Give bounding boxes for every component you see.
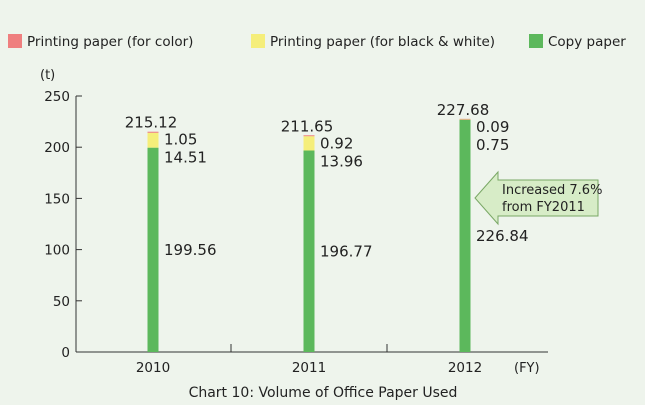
total-label: 227.68	[437, 101, 490, 119]
y-tick-label: 250	[44, 89, 70, 105]
total-label: 211.65	[281, 117, 334, 135]
bar-segment-bw	[147, 132, 159, 148]
bar-segment-copy	[459, 119, 471, 352]
bar-segment-color	[459, 118, 471, 120]
bar-segment-color	[303, 135, 315, 137]
x-unit-label: (FY)	[514, 361, 540, 376]
x-tick-label: 2011	[292, 360, 326, 376]
legend-swatch-color-paper	[8, 34, 22, 48]
callout-line-1: Increased 7.6%	[502, 183, 602, 198]
bars	[147, 118, 471, 352]
chart-title: Chart 10: Volume of Office Paper Used	[189, 385, 458, 401]
x-ticks: 2010 2011 2012	[136, 344, 482, 376]
callout-line-2: from FY2011	[502, 200, 585, 215]
value-label-bw: 13.96	[320, 152, 363, 170]
value-label-copy: 196.77	[320, 242, 373, 260]
x-tick-label: 2012	[448, 360, 482, 376]
legend-label-copy-paper: Copy paper	[548, 34, 626, 50]
total-label: 215.12	[125, 114, 178, 132]
legend: Printing paper (for color) Printing pape…	[8, 34, 626, 50]
y-tick-label: 200	[44, 140, 70, 156]
value-label-bw: 0.75	[476, 136, 509, 154]
x-tick-label: 2010	[136, 360, 170, 376]
y-tick-label: 100	[44, 243, 70, 259]
value-label-color: 0.92	[320, 134, 353, 152]
y-unit-label: (t)	[40, 68, 55, 83]
y-tick-label: 50	[53, 294, 70, 310]
value-label-copy: 199.56	[164, 241, 217, 259]
bar-segment-copy	[303, 150, 315, 352]
increase-callout: Increased 7.6% from FY2011	[474, 170, 602, 226]
bar-segment-color	[147, 131, 159, 133]
y-tick-label: 150	[44, 191, 70, 207]
value-label-copy: 226.84	[476, 227, 529, 245]
legend-swatch-bw-paper	[251, 34, 265, 48]
callout-arrow-shape	[474, 170, 599, 226]
value-label-color: 0.09	[476, 118, 509, 136]
value-label-bw: 14.51	[164, 149, 207, 167]
bar-segment-bw	[303, 136, 315, 151]
value-label-color: 1.05	[164, 131, 197, 149]
y-tick-label: 0	[61, 345, 70, 361]
legend-label-color-paper: Printing paper (for color)	[27, 34, 193, 50]
y-ticks: 0 50 100 150 200 250	[44, 89, 82, 361]
legend-swatch-copy-paper	[529, 34, 543, 48]
bar-segment-copy	[147, 147, 159, 352]
legend-label-bw-paper: Printing paper (for black & white)	[270, 34, 495, 50]
